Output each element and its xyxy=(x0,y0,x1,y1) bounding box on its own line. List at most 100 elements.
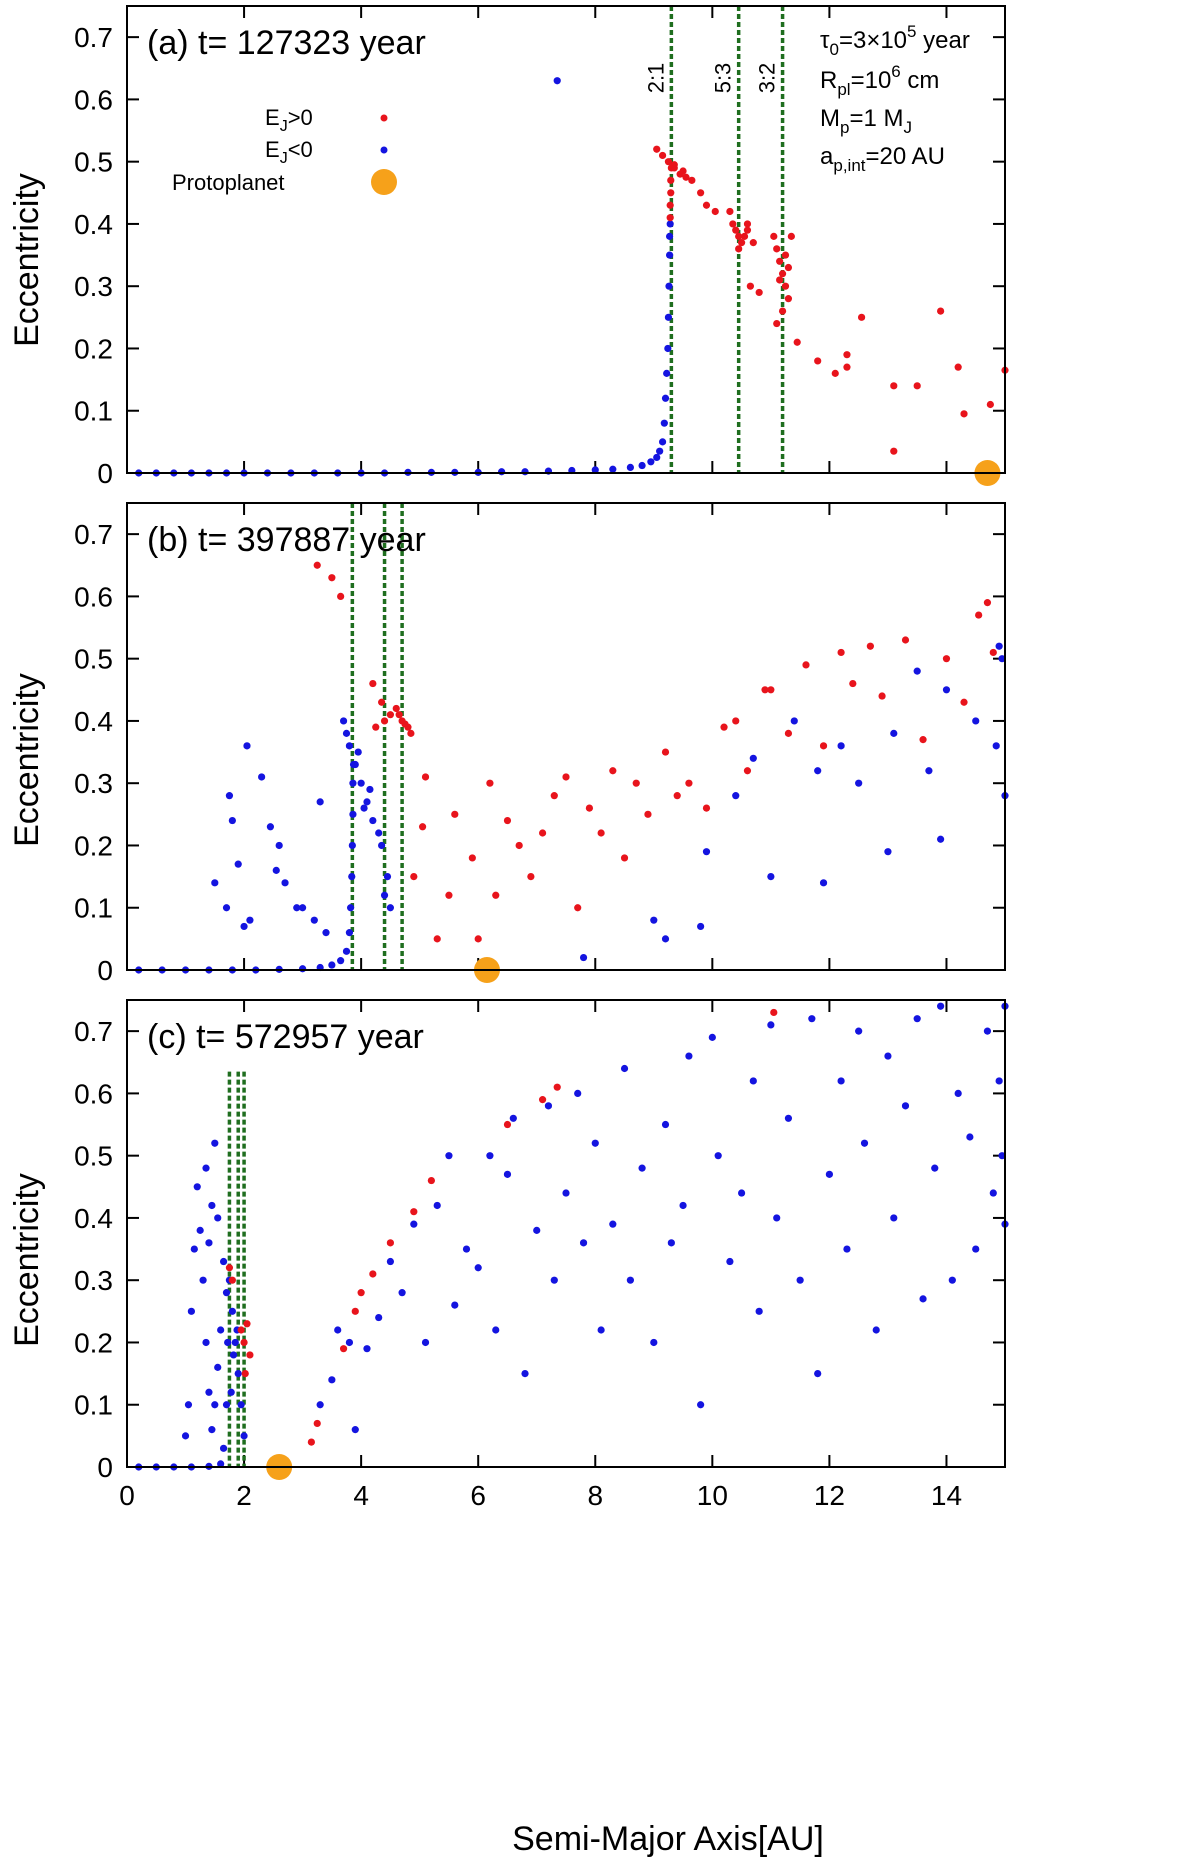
point-negative xyxy=(193,1183,201,1191)
y-axis-label-a: Eccentricity xyxy=(8,173,46,347)
parameter-line: Mp=1 MJ xyxy=(820,105,912,137)
point-positive xyxy=(942,655,951,663)
x-axis-label: Semi-Major Axis[AU] xyxy=(512,1820,824,1858)
panel-a: 0 0.1 0.2 0.3 0.4 0.5 0.6 0.7 2:1 5:3 3:2 (a) t= 12… xyxy=(74,5,1009,489)
panel-title-b: (b) t= 397887 year xyxy=(147,521,426,559)
panel-b: 0 0.1 0.2 0.3 0.4 0.5 0.6 0.7 (b) t= 397887 year xyxy=(74,502,1009,986)
x-tick-label-c: 0 xyxy=(119,1480,135,1511)
y-tick-label-c: 0.6 xyxy=(74,1078,113,1109)
point-positive xyxy=(386,711,394,719)
point-negative xyxy=(433,1201,441,1210)
point-positive xyxy=(386,1239,394,1247)
point-negative xyxy=(884,848,892,856)
point-negative xyxy=(219,1444,228,1452)
point-positive xyxy=(831,369,839,377)
point-positive xyxy=(620,854,629,862)
param-unit: year xyxy=(917,27,970,54)
point-positive xyxy=(702,804,711,812)
point-positive xyxy=(632,779,640,787)
point-negative xyxy=(656,447,664,455)
point-negative xyxy=(266,823,275,831)
point-positive xyxy=(351,1307,359,1315)
point-positive xyxy=(720,723,728,731)
point-positive xyxy=(468,854,476,862)
point-negative xyxy=(749,1077,757,1085)
point-negative xyxy=(562,1189,570,1197)
point-negative xyxy=(661,1120,670,1129)
point-negative xyxy=(825,1170,834,1178)
point-positive xyxy=(339,1345,348,1353)
point-positive xyxy=(960,698,968,706)
point-negative xyxy=(222,1289,231,1297)
point-negative xyxy=(521,468,529,476)
parameter-line: Rpl=106 cm xyxy=(820,62,939,99)
point-negative xyxy=(638,1164,646,1172)
point-negative xyxy=(872,1326,880,1334)
point-negative xyxy=(316,1401,324,1409)
point-positive xyxy=(664,158,673,166)
panel-c: 0 0.1 0.2 0.3 0.4 0.5 0.6 0.7 0 2 4 6 8 10 12 14 (c) t= … xyxy=(74,999,1009,1511)
point-negative xyxy=(348,873,356,881)
point-positive xyxy=(667,189,675,197)
point-positive xyxy=(666,214,674,222)
legend-protoplanet-label: Protoplanet xyxy=(172,170,285,195)
point-negative xyxy=(579,1239,588,1247)
point-negative xyxy=(211,879,219,887)
point-negative xyxy=(184,1401,193,1409)
point-positive xyxy=(726,207,734,216)
point-negative xyxy=(521,1370,529,1378)
point-negative xyxy=(626,463,634,471)
point-negative xyxy=(227,1388,235,1396)
point-positive xyxy=(711,207,719,216)
point-negative xyxy=(995,1077,1003,1085)
x-tick-label-c: 8 xyxy=(587,1480,603,1511)
point-negative xyxy=(334,1326,342,1334)
point-negative xyxy=(942,686,951,694)
point-positive xyxy=(673,792,681,800)
point-positive xyxy=(685,779,693,787)
point-negative xyxy=(983,1027,992,1035)
y-tick-label-b: 0.2 xyxy=(74,830,113,861)
y-tick-label-b: 0 xyxy=(97,955,113,986)
point-negative xyxy=(351,1426,359,1434)
point-negative xyxy=(187,1307,195,1315)
point-negative xyxy=(890,1214,898,1222)
point-negative xyxy=(339,717,348,725)
point-negative xyxy=(211,1401,219,1409)
param-superscript: 5 xyxy=(907,22,916,41)
point-negative xyxy=(667,1239,675,1247)
y-tick-label-b: 0.6 xyxy=(74,581,113,612)
point-negative xyxy=(272,866,280,874)
y-tick-label-c: 0.7 xyxy=(74,1016,113,1047)
point-negative xyxy=(533,1226,541,1234)
y-tick-label-c: 0.4 xyxy=(74,1203,113,1234)
point-positive xyxy=(679,167,687,175)
point-positive xyxy=(773,319,781,328)
point-negative xyxy=(925,767,933,775)
point-positive xyxy=(661,748,670,756)
point-negative xyxy=(363,1345,371,1353)
point-positive xyxy=(407,729,415,737)
param-symbol: R xyxy=(820,67,837,94)
point-positive xyxy=(781,251,790,259)
point-negative xyxy=(658,438,667,446)
y-tick-label-b: 0.3 xyxy=(74,768,113,799)
x-tick-label-c: 4 xyxy=(353,1480,369,1511)
point-positive xyxy=(538,1096,547,1104)
point-positive xyxy=(574,904,582,912)
point-positive xyxy=(761,686,769,694)
panel-title-a: (a) t= 127323 year xyxy=(147,24,426,62)
resonance-label: 5:3 xyxy=(711,63,736,94)
point-positive xyxy=(313,1419,321,1428)
point-positive xyxy=(410,873,418,881)
y-tick-label-c: 0.1 xyxy=(74,1390,113,1421)
parameter-line: τ0=3×105 year xyxy=(820,22,970,59)
point-negative xyxy=(342,947,351,955)
point-negative xyxy=(225,792,234,800)
point-negative xyxy=(998,655,1006,663)
point-positive xyxy=(773,245,781,253)
point-positive xyxy=(787,232,795,240)
point-negative xyxy=(660,419,668,427)
point-positive xyxy=(486,779,494,787)
point-negative xyxy=(638,461,646,470)
